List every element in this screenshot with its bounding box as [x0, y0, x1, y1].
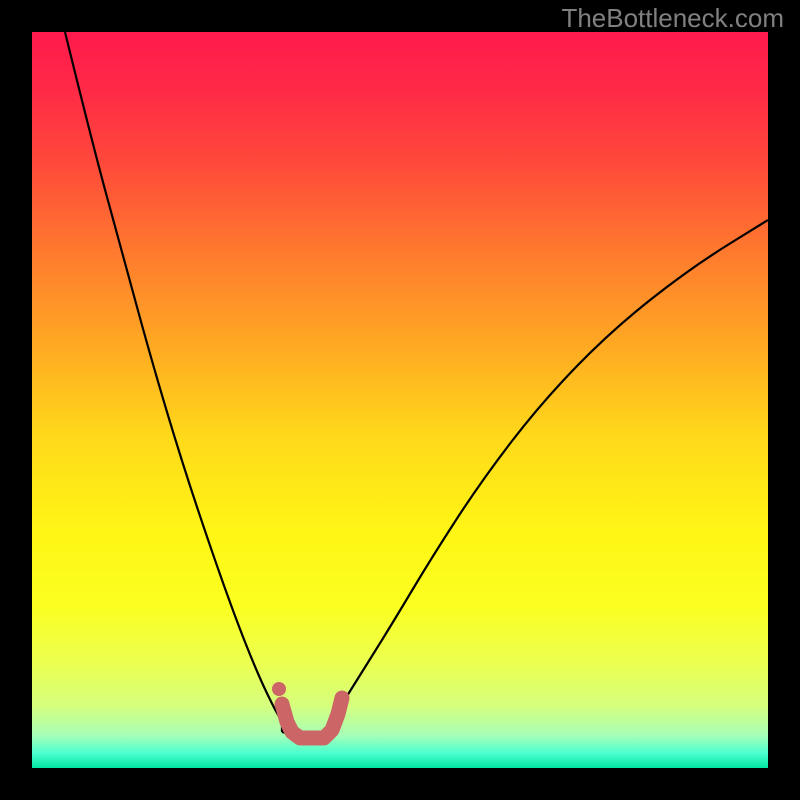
watermark-text: TheBottleneck.com: [561, 3, 784, 34]
valley-marker-dot: [272, 682, 286, 696]
chart-svg: [32, 32, 768, 768]
gradient-background: [32, 32, 768, 768]
plot-area: [32, 32, 768, 768]
